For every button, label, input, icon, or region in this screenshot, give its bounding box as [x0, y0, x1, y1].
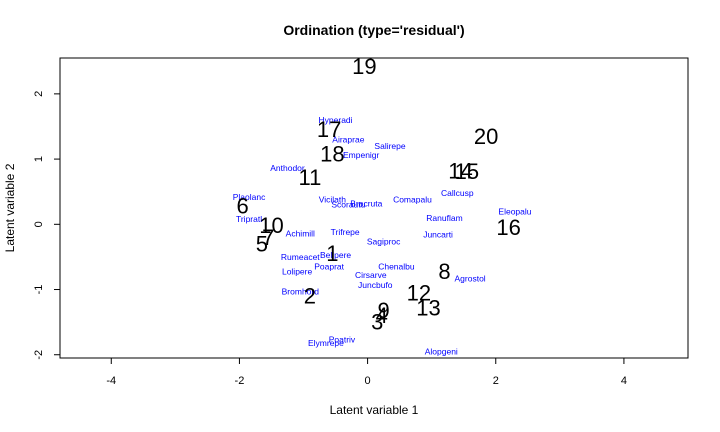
site-label: 5 [256, 231, 268, 256]
y-tick-label: 1 [33, 156, 45, 162]
x-tick-label: -2 [235, 375, 245, 387]
x-axis: -4 -2 0 2 4 [106, 357, 627, 387]
species-label: Vicilath [319, 195, 347, 205]
species-label: Agrostol [455, 273, 486, 283]
species-label: Bromhord [282, 286, 320, 296]
site-label: 8 [438, 259, 450, 284]
x-tick-label: -4 [106, 375, 116, 387]
site-label: 20 [474, 124, 498, 149]
site-label: 16 [496, 215, 520, 240]
y-tick-label: -1 [33, 285, 45, 295]
species-label: Eleopalu [498, 206, 531, 216]
species-label: Poaprat [314, 262, 344, 272]
y-tick-label: 2 [33, 91, 45, 97]
species-label: Chenalbu [378, 262, 415, 272]
species-label: Lolipere [282, 266, 313, 276]
x-axis-label: Latent variable 1 [330, 403, 419, 417]
species-label: Empenigr [343, 150, 380, 160]
site-label: 6 [237, 194, 249, 219]
species-label: Sagiproc [367, 236, 401, 246]
species-label: Rumeacet [281, 252, 320, 262]
species-label: Salirepe [374, 141, 405, 151]
species-label: Trifrepe [331, 227, 360, 237]
species-label: Bracruta [350, 198, 382, 208]
species-label: Tripratl [236, 214, 262, 224]
site-label: 7 [262, 225, 274, 250]
site-label: 12 [407, 280, 431, 305]
x-tick-label: 0 [365, 375, 371, 387]
species-label: Juncarti [423, 230, 453, 240]
species-label: Plaolanc [233, 192, 266, 202]
x-tick-label: 4 [621, 375, 627, 387]
y-tick-label: -2 [33, 350, 45, 360]
species-label: Alopgeni [425, 346, 458, 356]
species-label: Ranuflam [426, 213, 462, 223]
site-label: 11 [298, 165, 321, 190]
species-label: Comapalu [393, 195, 432, 205]
species-label: Elymrepe [308, 338, 344, 348]
species-label: Cirsarve [355, 270, 387, 280]
site-label: 2 [304, 284, 316, 309]
species-label: Hyperadi [319, 115, 353, 125]
species-label: Anthodor [270, 163, 305, 173]
site-label: 13 [416, 295, 440, 320]
site-label: 9 [377, 298, 389, 323]
site-label: 14 [448, 158, 472, 183]
y-tick-label: 0 [33, 221, 45, 227]
y-axis-label: Latent variable 2 [3, 163, 17, 252]
site-label: 10 [259, 213, 283, 238]
site-label: 18 [320, 141, 344, 166]
species-label: Achimill [286, 228, 315, 238]
species-label: Callcusp [441, 188, 474, 198]
y-axis: -2 -1 0 1 2 [33, 91, 61, 360]
species-label: Poatriv [329, 335, 356, 345]
species-label: Bellpere [320, 250, 351, 260]
species-label: Airaprae [332, 135, 364, 145]
x-tick-label: 2 [493, 375, 499, 387]
species-label: Scorautu [331, 200, 365, 210]
species-label: Juncbufo [358, 280, 393, 290]
site-label: 1 [326, 241, 338, 266]
site-label: 15 [455, 159, 479, 184]
chart-title: Ordination (type='residual') [283, 22, 464, 38]
site-label: 3 [371, 310, 383, 335]
site-label: 19 [352, 54, 376, 79]
site-label: 4 [376, 303, 388, 328]
site-label: 17 [317, 117, 341, 142]
